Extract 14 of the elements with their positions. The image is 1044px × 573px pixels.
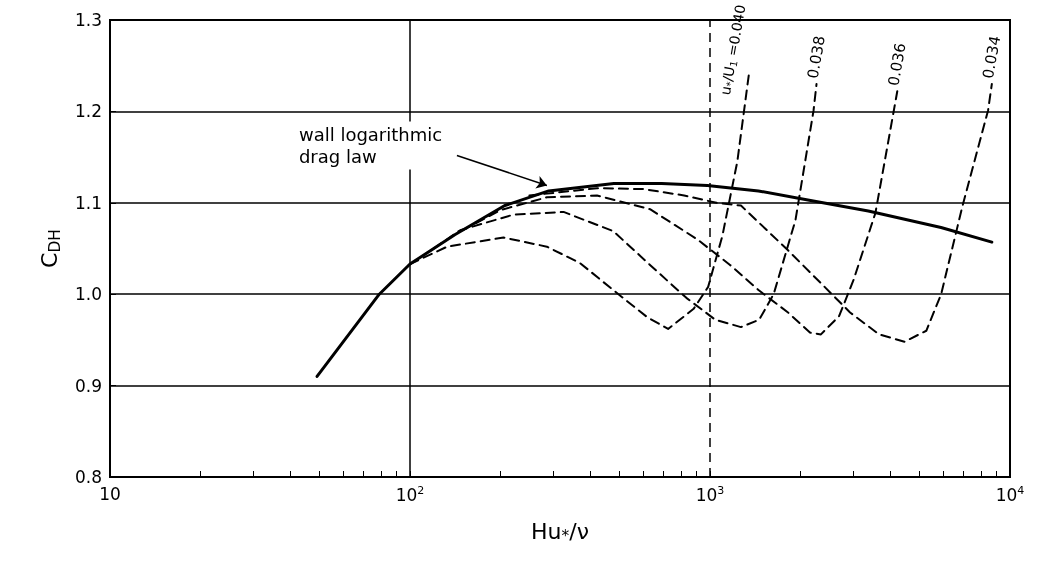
x-axis-title: Hu*/ν [531,518,589,546]
annotation: wall logarithmic drag law [298,123,443,167]
y-tick-label: 1.3 [74,10,102,30]
x-tick-label: 10 [99,483,121,504]
text: 0.034 [979,34,1005,80]
text: 0.036 [884,41,910,88]
y-axis-title: CDH [37,229,64,268]
y-tick-label: 0.8 [74,467,102,487]
text: u*/U1 =0.040 [717,3,749,97]
text: 0.038 [803,34,829,80]
y-tick-label: 1.1 [74,192,102,213]
y-tick-label: 1.2 [74,101,102,122]
y-tick-label: 1.0 [74,284,102,305]
y-tick-label: 0.9 [74,375,102,396]
